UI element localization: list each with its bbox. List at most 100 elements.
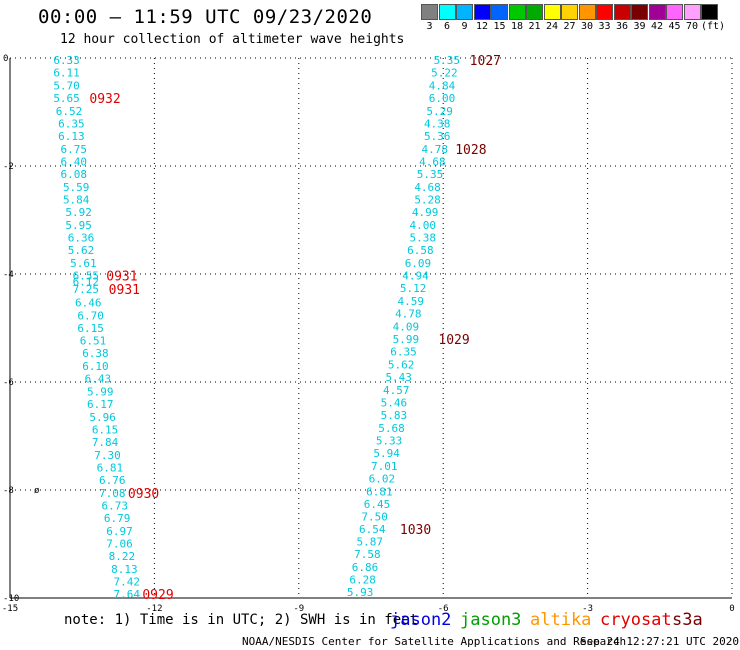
color-swatch [473,4,491,20]
wave-height-value: 6.36 [68,232,95,245]
wave-height-value: 5.70 [53,80,80,93]
wave-height-value: 4.38 [424,118,451,131]
wave-height-value: 5.99 [87,386,114,399]
color-swatch [421,4,438,20]
wave-height-value: 6.45 [364,498,391,511]
wave-height-value: 6.70 [77,309,104,322]
wave-height-value: 6.79 [104,512,131,525]
wave-height-value: 6.02 [369,472,396,485]
wave-height-value: 5.65 [53,92,80,105]
color-scale-label: 9 [461,21,468,32]
satellite-label-altika: altika [530,610,592,630]
wave-height-value: 5.84 [63,194,90,207]
wave-height-value: 5.36 [424,130,451,143]
color-scale-label: 39 [633,21,646,32]
satellite-label-jason2: jason2 [390,610,452,630]
color-scale-label: 45 [668,21,681,32]
y-tick-label: -8 [3,486,14,496]
wave-height-value: 6.12 [73,275,100,288]
pass-time-label: 0929 [142,588,173,603]
wave-height-value: 5.61 [70,257,97,270]
color-scale-label: 24 [545,21,559,32]
color-swatch [596,4,613,20]
color-swatch [491,4,508,20]
wave-height-value: 6.13 [58,130,84,143]
pass-time-label: 1030 [400,523,431,538]
wave-height-value: 6.40 [61,156,88,169]
wave-height-value: 5.62 [388,358,415,371]
wave-height-value: 4.68 [419,156,446,169]
wave-height-value: 6.73 [101,500,128,513]
wave-height-value: 8.22 [109,550,136,563]
wave-height-value: 6.52 [56,105,83,118]
wave-height-value: 6.09 [405,257,432,270]
wave-height-value: 6.55 [73,270,100,283]
wave-height-value: 5.12 [400,282,427,295]
wave-height-value: 6.00 [429,92,456,105]
color-swatch [508,4,526,20]
wave-height-value: 8.13 [111,563,138,576]
wave-height-value: 6.33 [53,54,80,67]
wave-height-value: 6.51 [80,335,107,348]
color-swatch [683,4,701,20]
y-tick-label: -10 [3,594,19,604]
wave-height-value: 7.30 [94,449,121,462]
x-tick-label: -6 [438,604,449,614]
color-scale-label: 42 [650,21,664,32]
generated-timestamp: Sep 24 12:27:21 UTC 2020 [580,635,739,648]
wave-height-value: 6.11 [53,67,80,80]
color-swatch [648,4,666,20]
x-tick-label: 0 [729,604,734,614]
wave-height-value: 4.09 [393,320,420,333]
pass-time-label: 0932 [89,92,120,107]
pass-time-label: 0931 [109,283,140,298]
wave-height-value: 6.17 [87,398,114,411]
page-title: 00:00 – 11:59 UTC 09/23/2020 [38,6,373,28]
y-tick-label: -2 [3,162,14,172]
wave-height-value: 6.35 [58,118,84,131]
wave-height-value: 6.28 [349,574,376,587]
y-tick-label: -6 [3,378,14,388]
wave-height-value: 6.15 [92,424,119,437]
color-swatch [613,4,631,20]
wave-height-value: 7.42 [113,575,140,588]
wave-height-value: 6.15 [77,322,104,335]
wave-height-value: 6.58 [407,244,434,257]
color-scale-label: 30 [580,21,594,32]
color-swatch [666,4,683,20]
wave-height-value: 7.58 [354,548,381,561]
wave-height-value: 4.59 [397,295,424,308]
wave-height-value: 5.29 [426,105,453,118]
y-tick-label: -4 [3,270,14,280]
color-scale-label: 27 [563,21,576,32]
wave-height-value: 5.43 [385,371,412,384]
wave-height-value: 4.68 [414,181,441,194]
x-tick-label: -9 [293,604,304,614]
wave-height-value: 6.86 [352,561,379,574]
pass-time-label: 1028 [455,143,486,158]
page-subtitle: 12 hour collection of altimeter wave hei… [60,32,405,47]
wave-height-value: 6.10 [82,360,109,373]
pass-time-label: 0930 [128,487,159,502]
satellite-label-jason3: jason3 [460,610,522,630]
location-marker: ø [34,486,40,496]
wave-height-value: 4.57 [383,384,410,397]
wave-height-value: 5.93 [347,586,374,599]
wave-height-value: 6.76 [99,474,126,487]
satellite-label-cryosat: cryosat [600,610,672,630]
wave-height-value: 6.54 [359,523,386,536]
units-note: note: 1) Time is in UTC; 2) SWH is in fe… [64,612,419,628]
wave-height-value: 5.83 [381,409,408,422]
wave-height-value: 5.46 [381,396,408,409]
x-tick-label: -15 [2,604,18,614]
color-swatch [438,4,456,20]
color-scale-label: (ft) [701,21,726,32]
wave-height-value: 6.97 [106,525,132,538]
color-swatch [578,4,596,20]
color-swatch [701,4,718,20]
wave-height-value: 6.46 [75,296,102,309]
wave-height-value: 6.81 [366,485,393,498]
wave-height-value: 6.43 [85,373,112,386]
wave-height-value: 5.94 [373,447,400,460]
wave-height-value: 6.35 [390,345,417,358]
